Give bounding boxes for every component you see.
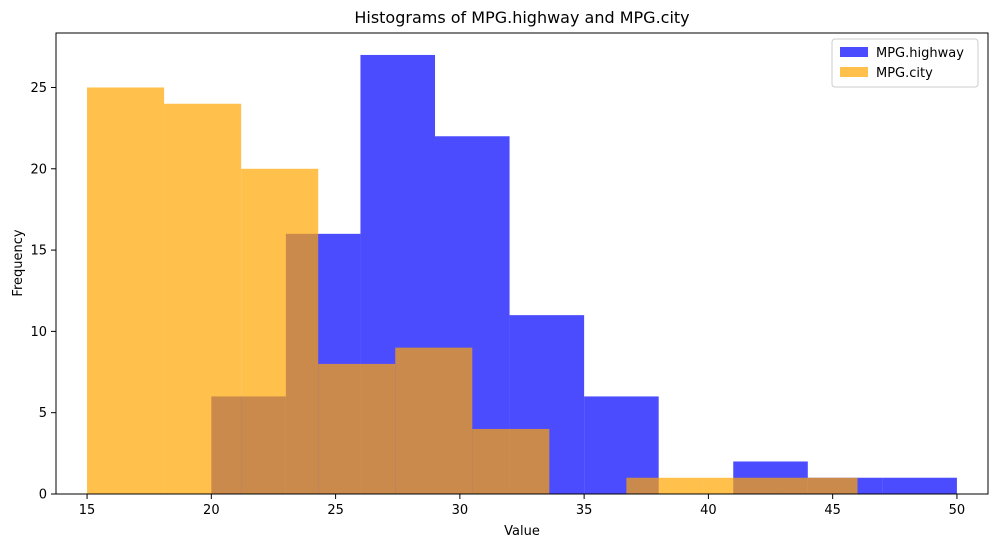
bar-mpg-city-4 [395, 347, 473, 494]
bar-mpg-city-1 [164, 103, 242, 495]
plot-frame [55, 32, 989, 495]
y-tick-label: 5 [39, 406, 47, 421]
y-tick-label: 25 [30, 81, 47, 96]
chart-title: Histograms of MPG.highway and MPG.city [354, 8, 689, 27]
x-tick-label: 50 [949, 503, 966, 518]
legend-frame [831, 38, 979, 88]
x-tick-label: 35 [576, 503, 593, 518]
bar-mpg-city-9 [780, 477, 858, 494]
y-tick-label: 10 [30, 325, 47, 340]
legend-swatch [840, 67, 868, 77]
legend-label: MPG.city [876, 66, 933, 81]
x-axis-ticks: 15 20 25 30 35 40 45 50 [79, 494, 965, 518]
y-axis-ticks: 0 5 10 15 20 25 [30, 81, 56, 503]
x-tick-label: 20 [203, 503, 220, 518]
x-axis-label: Value [504, 524, 540, 539]
legend: MPG.highway MPG.city [831, 38, 979, 88]
x-tick-label: 40 [700, 503, 717, 518]
legend-label: MPG.highway [876, 46, 964, 61]
bar-mpg-city-8 [703, 477, 781, 494]
x-tick-label: 25 [327, 503, 344, 518]
y-tick-label: 15 [30, 244, 47, 259]
x-tick-label: 45 [824, 503, 841, 518]
x-tick-label: 15 [79, 503, 96, 518]
bar-mpg-city-7 [626, 477, 704, 494]
y-tick-label: 0 [39, 488, 47, 503]
bar-mpg-city-2 [241, 168, 319, 494]
legend-swatch [840, 47, 868, 57]
y-tick-label: 20 [30, 162, 47, 177]
x-tick-label: 30 [452, 503, 469, 518]
y-axis-label: Frequency [11, 229, 26, 296]
bar-mpg-city-3 [318, 363, 396, 494]
bar-mpg-city-0 [87, 87, 165, 494]
bars-group [87, 54, 957, 495]
bar-mpg-highway-9 [882, 477, 957, 494]
bar-mpg-highway-5 [584, 396, 659, 494]
bar-mpg-city-5 [472, 428, 550, 494]
